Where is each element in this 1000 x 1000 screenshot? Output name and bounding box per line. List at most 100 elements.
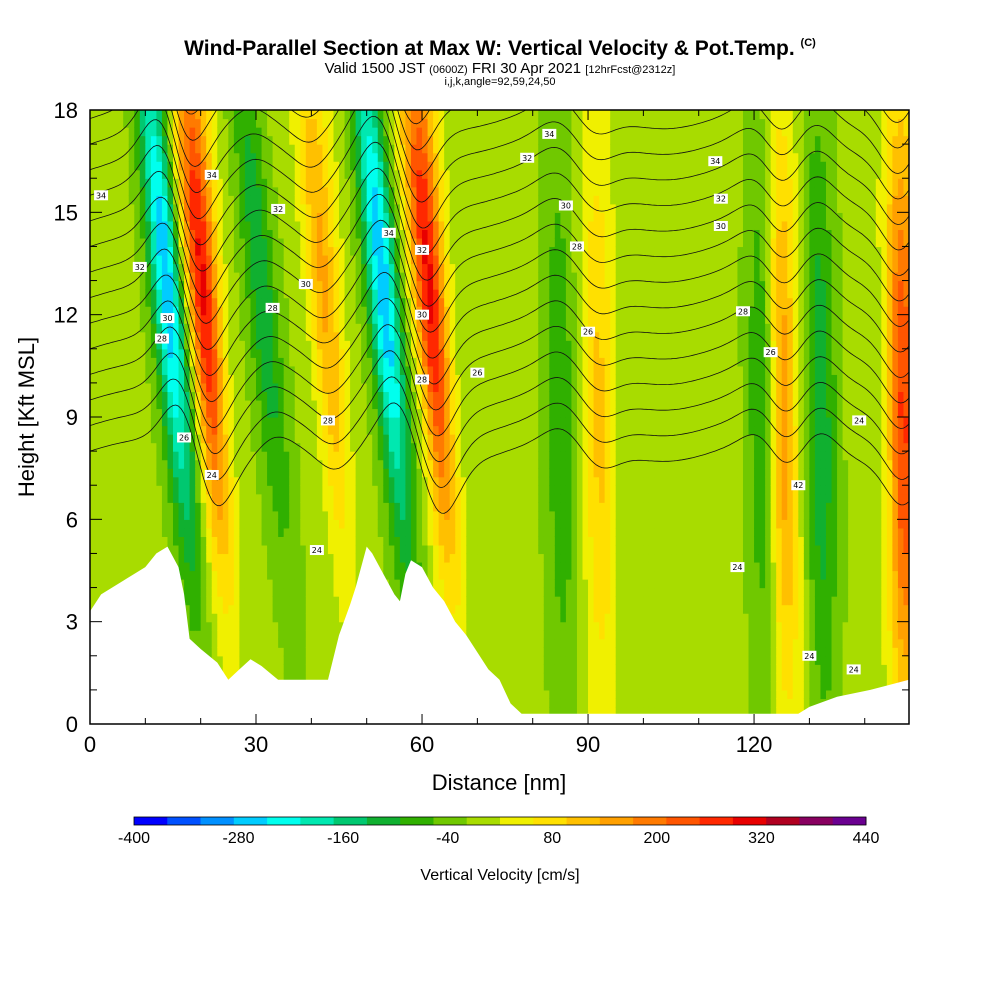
field-cell — [250, 399, 257, 410]
field-cell — [228, 391, 235, 401]
field-cell — [433, 186, 440, 196]
field-cell — [200, 493, 207, 503]
field-cell — [322, 178, 329, 188]
field-cell — [383, 186, 390, 196]
field-cell — [438, 391, 445, 401]
field-cell — [433, 382, 440, 393]
field-cell — [95, 203, 102, 213]
field-cell — [427, 144, 434, 154]
field-cell — [233, 493, 241, 503]
field-cell — [206, 212, 213, 222]
field-cell — [134, 493, 141, 503]
field-cell — [471, 579, 478, 589]
field-cell — [189, 323, 196, 333]
field-cell — [211, 408, 218, 418]
field-cell — [300, 476, 307, 486]
field-cell — [211, 638, 218, 648]
field-cell — [372, 186, 379, 196]
field-cell — [178, 280, 185, 290]
field-cell — [283, 672, 290, 682]
field-cell — [145, 468, 152, 478]
field-cell — [322, 570, 329, 580]
field-cell — [106, 382, 113, 393]
field-cell — [300, 553, 307, 563]
field-cell — [123, 254, 130, 265]
field-cell — [355, 485, 362, 495]
field-cell — [455, 476, 462, 486]
field-cell — [316, 621, 324, 631]
field-cell — [189, 604, 196, 614]
field-cell — [388, 434, 395, 444]
field-cell — [399, 391, 407, 401]
field-cell — [388, 451, 395, 461]
field-cell — [355, 212, 362, 222]
field-cell — [422, 451, 429, 461]
field-cell — [272, 647, 279, 657]
field-cell — [239, 408, 246, 418]
field-cell — [438, 263, 445, 273]
field-cell — [427, 399, 434, 410]
field-cell — [134, 144, 141, 154]
field-cell — [322, 391, 329, 401]
field-cell — [460, 186, 467, 196]
field-cell — [90, 451, 97, 461]
field-cell — [139, 306, 146, 316]
field-cell — [161, 178, 169, 188]
field-cell — [278, 169, 285, 179]
field-cell — [145, 510, 152, 520]
field-cell — [139, 399, 146, 410]
field-cell — [305, 374, 312, 384]
field-cell — [95, 365, 102, 375]
field-cell — [366, 442, 373, 452]
field-cell — [311, 272, 318, 282]
field-cell — [250, 493, 257, 503]
field-cell — [433, 493, 440, 503]
field-cell — [267, 647, 274, 657]
field-cell — [311, 553, 318, 563]
field-cell — [189, 596, 196, 606]
field-cell — [278, 331, 285, 341]
field-cell — [211, 254, 218, 265]
field-cell — [466, 544, 473, 555]
field-cell — [90, 314, 97, 324]
field-cell — [433, 110, 440, 120]
field-cell — [333, 203, 340, 213]
field-cell — [228, 442, 235, 452]
field-cell — [350, 127, 357, 137]
field-cell — [250, 536, 257, 546]
field-cell — [305, 254, 312, 265]
field-cell — [239, 195, 246, 205]
field-cell — [278, 672, 285, 682]
field-cell — [466, 399, 473, 410]
field-cell — [466, 272, 473, 282]
field-cell — [145, 186, 152, 196]
field-cell — [112, 425, 119, 435]
field-cell — [239, 519, 246, 529]
field-cell — [178, 408, 185, 418]
field-cell — [344, 178, 351, 188]
field-cell — [250, 417, 257, 427]
field-cell — [316, 161, 324, 171]
field-cell — [195, 613, 202, 623]
field-cell — [167, 468, 174, 478]
field-cell — [106, 340, 113, 350]
field-cell — [361, 110, 368, 120]
field-cell — [261, 587, 268, 597]
field-cell — [239, 451, 246, 461]
field-cell — [128, 178, 135, 188]
field-cell — [128, 135, 135, 145]
field-cell — [206, 152, 213, 162]
field-cell — [438, 476, 445, 486]
field-cell — [195, 519, 202, 529]
field-cell — [383, 246, 390, 256]
field-cell — [377, 519, 384, 529]
field-cell — [244, 544, 252, 555]
field-cell — [366, 451, 373, 461]
field-cell — [394, 485, 401, 495]
field-cell — [344, 272, 351, 282]
field-cell — [327, 237, 335, 248]
field-cell — [283, 306, 290, 316]
field-cell — [150, 212, 157, 222]
field-cell — [383, 135, 390, 145]
field-cell — [272, 263, 279, 273]
